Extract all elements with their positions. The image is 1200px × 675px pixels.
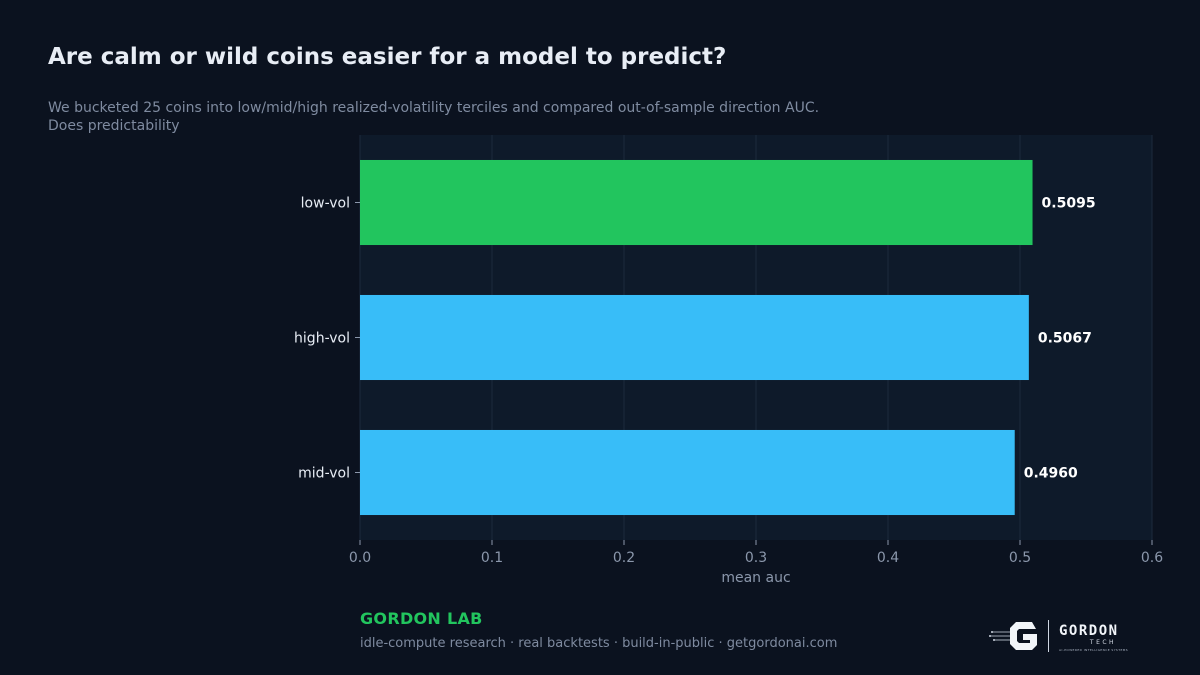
x-tick-label: 0.6 [1141,550,1163,566]
value-label: 0.5067 [1038,331,1092,347]
logo-wordmark: GORDON [1059,623,1119,639]
logo-tagline: AI-POWERED INTELLIGENCE SYSTEMS [1059,648,1129,652]
x-tick-label: 0.2 [613,550,635,566]
x-tick-label: 0.4 [877,550,899,566]
bar-high-vol [360,294,1029,381]
x-tick-label: 0.5 [1009,550,1031,566]
value-label: 0.5095 [1042,196,1096,212]
category-label: high-vol [294,331,350,347]
x-axis-label: mean auc [721,570,790,586]
bar-mid-vol [360,429,1015,516]
tagline: idle-compute research · real backtests ·… [360,636,838,651]
logo-divider [1048,620,1049,652]
x-tick-label: 0.0 [349,550,371,566]
chart-title: Are calm or wild coins easier for a mode… [48,44,727,70]
bar-low-vol [360,159,1033,246]
subtitle-line-2: Does predictability [48,118,180,134]
category-label: low-vol [301,196,350,212]
value-label: 0.4960 [1024,466,1078,482]
brand-name: GORDON LAB [360,609,483,628]
g-logo-icon [989,622,1037,650]
x-tick-label: 0.3 [745,550,767,566]
category-label: mid-vol [298,466,350,482]
gordon-tech-logo: GORDON TECH AI-POWERED INTELLIGENCE SYST… [988,618,1150,654]
x-tick-label: 0.1 [481,550,503,566]
logo-subtitle: TECH [1089,639,1117,646]
subtitle-line-1: We bucketed 25 coins into low/mid/high r… [48,100,820,116]
chart-subtitle: We bucketed 25 coins into low/mid/high r… [48,99,948,135]
